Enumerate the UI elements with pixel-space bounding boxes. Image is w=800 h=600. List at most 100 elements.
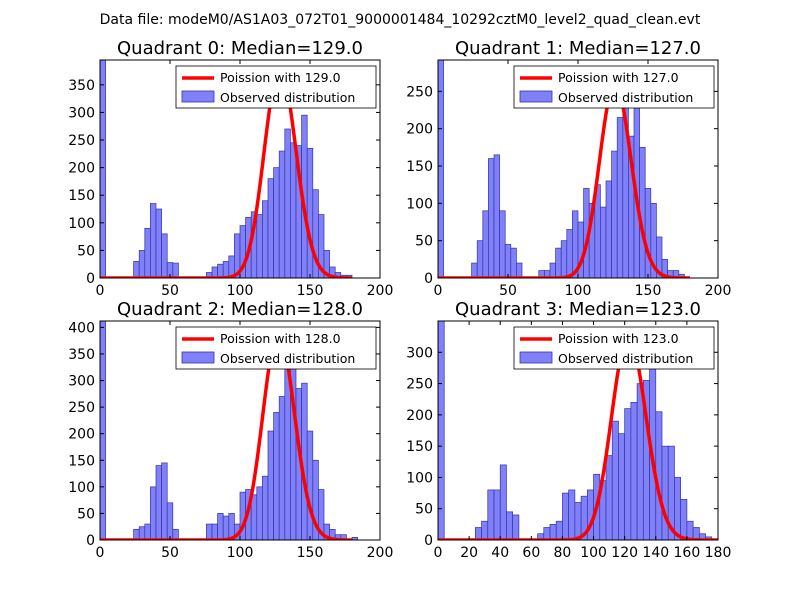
histogram-bar xyxy=(133,261,140,278)
histogram-bar xyxy=(284,128,291,278)
y-tick-label: 50 xyxy=(77,243,95,259)
histogram-bar xyxy=(549,262,556,278)
x-tick-label: 0 xyxy=(96,545,105,561)
histogram-bar xyxy=(290,142,297,278)
histogram-bar xyxy=(656,236,663,278)
bars xyxy=(438,321,713,540)
histogram-bar xyxy=(438,60,444,278)
y-tick-label: 300 xyxy=(68,105,95,121)
legend-bar-label: Observed distribution xyxy=(558,90,693,105)
histogram-bar xyxy=(506,511,514,540)
histogram-bar xyxy=(605,180,612,278)
x-tick-label: 20 xyxy=(460,545,478,561)
histogram-bar xyxy=(438,321,445,540)
histogram-bar xyxy=(155,208,162,278)
y-tick-label: 350 xyxy=(68,78,95,94)
y-tick-label: 150 xyxy=(68,188,95,204)
histogram-bar xyxy=(493,489,501,540)
legend-line-label: Poission with 129.0 xyxy=(220,70,341,85)
x-tick-label: 160 xyxy=(674,545,701,561)
legend: Poission with 129.0 Observed distribution xyxy=(175,65,377,109)
histogram-bar xyxy=(267,430,274,540)
histogram-bar xyxy=(161,462,168,540)
y-tick-label: 0 xyxy=(424,533,433,549)
panel-quadrant-1: 0 50 100 150 200 0 50 100 150 200 250 Quadrant 1: M… xyxy=(406,38,731,299)
poisson-curve xyxy=(438,82,691,278)
histogram-bar xyxy=(555,247,562,278)
x-tick-label: 50 xyxy=(499,283,517,299)
y-tick-label: 350 xyxy=(68,347,95,363)
x-tick-label: 100 xyxy=(565,283,592,299)
y-tick-label: 100 xyxy=(68,216,95,232)
legend-line-label: Poission with 127.0 xyxy=(558,70,679,85)
y-tick-label: 250 xyxy=(406,377,433,393)
y-tick-label: 250 xyxy=(406,84,433,100)
legend-bar-label: Observed distribution xyxy=(558,351,693,366)
histogram-bar xyxy=(250,494,258,540)
panel-quadrant-3: 0 20 40 60 80 100 120 140 160 1800501001502002503… xyxy=(406,299,731,561)
axes-frame xyxy=(437,320,719,541)
histogram-bar xyxy=(605,455,613,540)
histogram-bar xyxy=(568,489,576,540)
y-tick-label: 200 xyxy=(406,122,433,138)
histogram-bar xyxy=(161,233,168,278)
histogram-bar xyxy=(172,262,179,278)
legend-bar-swatch xyxy=(519,351,553,364)
histogram-bar xyxy=(306,147,314,278)
histogram-bar xyxy=(474,527,482,540)
x-tick-label: 100 xyxy=(580,545,607,561)
panel-title: Quadrant 1: Median=127.0 xyxy=(455,38,701,59)
legend: Poission with 128.0 Observed distribution xyxy=(175,326,377,370)
histogram-bar xyxy=(499,210,506,278)
histogram-bar xyxy=(600,206,607,278)
x-tick-label: 50 xyxy=(161,283,179,299)
x-tick-label: 200 xyxy=(367,283,394,299)
histogram-bar xyxy=(487,489,495,540)
y-tick-label: 100 xyxy=(406,470,433,486)
histogram-bar xyxy=(549,524,557,540)
y-tick-label: 50 xyxy=(77,506,95,522)
y-tick-label: 0 xyxy=(86,533,95,549)
x-tick-label: 150 xyxy=(297,545,324,561)
histogram-bar xyxy=(562,492,570,540)
histogram-bar xyxy=(166,502,174,540)
histogram-bar xyxy=(100,321,106,540)
histogram-bar xyxy=(516,262,523,278)
legend: Poission with 127.0 Observed distribution xyxy=(513,65,715,109)
y-tick-label: 0 xyxy=(86,271,95,287)
x-tick-label: 100 xyxy=(227,545,254,561)
x-tick-label: 50 xyxy=(161,545,179,561)
y-tick-label: 300 xyxy=(406,345,433,361)
histogram-bar xyxy=(630,401,638,540)
histogram-bar xyxy=(493,154,500,278)
histogram-bar xyxy=(273,412,280,540)
panel-title: Quadrant 3: Median=123.0 xyxy=(455,299,701,320)
panels-container: 0 50 100 150 200050100150200250300350Quadran… xyxy=(68,38,731,561)
histogram-bar xyxy=(256,486,263,540)
histogram-bar xyxy=(624,408,632,540)
x-tick-label: 120 xyxy=(611,545,638,561)
y-tick-label: 250 xyxy=(68,133,95,149)
histogram-bar xyxy=(150,486,157,540)
histogram-bar xyxy=(636,383,644,540)
histogram-bar xyxy=(100,60,106,278)
histogram-bar xyxy=(661,445,669,540)
histogram-bar xyxy=(278,150,286,278)
y-tick-label: 250 xyxy=(68,400,95,416)
x-tick-label: 180 xyxy=(705,545,732,561)
histogram-bar xyxy=(510,247,517,278)
histogram-bar xyxy=(172,529,179,540)
histogram-bar xyxy=(674,477,682,540)
histogram-bar xyxy=(273,167,280,278)
histogram-bar xyxy=(256,214,263,278)
y-tick-label: 100 xyxy=(68,480,95,496)
x-tick-label: 60 xyxy=(522,545,540,561)
y-tick-label: 0 xyxy=(424,271,433,287)
histogram-bar xyxy=(504,244,512,278)
legend-line-label: Poission with 123.0 xyxy=(558,331,679,346)
histogram-bar xyxy=(560,240,568,278)
bars xyxy=(100,60,353,278)
y-tick-label: 300 xyxy=(68,374,95,390)
histogram-bar xyxy=(566,229,573,278)
